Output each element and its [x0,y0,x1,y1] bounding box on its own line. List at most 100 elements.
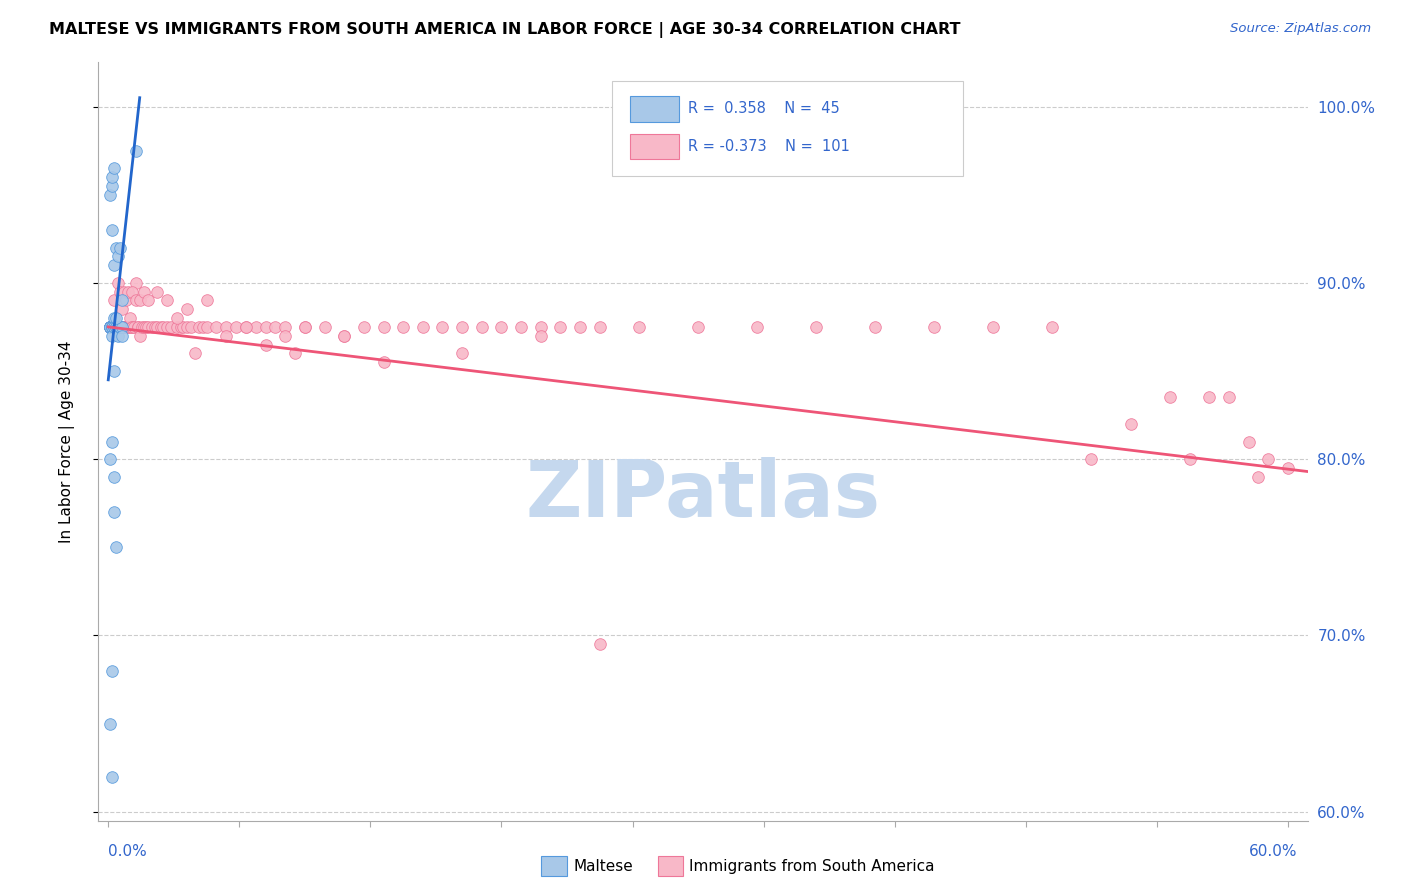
Point [569,320,592,334]
Point [491,320,513,334]
Point [353,320,375,334]
Point [103,320,125,334]
Point [195,320,218,334]
Point [589,637,612,651]
Point [373,320,395,334]
Point [103,364,125,378]
Point [166,311,188,326]
Point [132,285,155,299]
Text: R = -0.373    N =  101: R = -0.373 N = 101 [689,139,851,154]
Point [132,320,155,334]
Point [284,346,307,360]
Point [98,320,121,334]
Point [108,285,131,299]
Point [101,320,124,334]
Text: MALTESE VS IMMIGRANTS FROM SOUTH AMERICA IN LABOR FORCE | AGE 30-34 CORRELATION : MALTESE VS IMMIGRANTS FROM SOUTH AMERICA… [49,22,960,38]
Point [922,320,945,334]
Point [1257,452,1279,467]
Point [98,187,121,202]
Point [180,320,202,334]
Point [373,355,395,369]
Point [101,320,124,334]
Point [156,320,179,334]
Point [176,320,198,334]
Point [103,161,125,176]
Point [166,320,188,334]
Point [471,320,494,334]
Point [98,320,121,334]
Point [103,258,125,272]
Point [105,541,128,555]
Text: Source: ZipAtlas.com: Source: ZipAtlas.com [1230,22,1371,36]
Point [215,328,238,343]
Point [101,320,124,334]
Text: ZIPatlas: ZIPatlas [526,457,880,533]
Point [115,320,138,334]
Point [156,293,179,308]
Bar [630,134,679,160]
Point [530,320,553,334]
Point [804,320,827,334]
Text: 0.0%: 0.0% [108,844,148,859]
Point [745,320,768,334]
Point [1040,320,1063,334]
Point [103,320,125,334]
Point [1178,452,1201,467]
Point [107,276,129,290]
Point [105,320,128,334]
Point [125,276,148,290]
Point [108,320,131,334]
Point [111,320,134,334]
Point [118,311,141,326]
Point [127,320,149,334]
Point [112,285,135,299]
Point [136,320,159,334]
Point [136,293,159,308]
Point [146,285,169,299]
Point [101,169,124,184]
Point [98,320,121,334]
Point [863,320,886,334]
Point [187,320,209,334]
Point [125,144,148,158]
Point [112,320,135,334]
Bar [630,95,679,121]
Point [101,320,124,334]
Point [1277,461,1299,475]
Point [107,320,129,334]
Point [108,320,131,334]
Point [125,293,148,308]
Point [294,320,316,334]
Point [105,320,128,334]
Point [451,320,474,334]
Point [108,320,131,334]
Point [628,320,651,334]
Point [101,178,124,193]
Point [589,320,612,334]
Point [101,320,124,334]
Point [135,320,157,334]
Point [432,320,454,334]
Point [105,311,128,326]
Point [160,320,183,334]
Point [111,320,134,334]
Point [392,320,415,334]
Point [103,505,125,519]
Point [105,320,128,334]
Point [195,293,218,308]
Point [1198,391,1220,405]
Point [111,328,134,343]
Point [1119,417,1142,431]
Point [105,320,128,334]
Point [103,320,125,334]
Point [107,320,129,334]
Point [98,716,121,731]
Point [98,320,121,334]
Point [108,320,131,334]
Text: Maltese: Maltese [574,859,633,873]
Point [98,452,121,467]
Point [245,320,267,334]
Point [101,223,124,237]
Point [111,320,134,334]
Point [235,320,257,334]
